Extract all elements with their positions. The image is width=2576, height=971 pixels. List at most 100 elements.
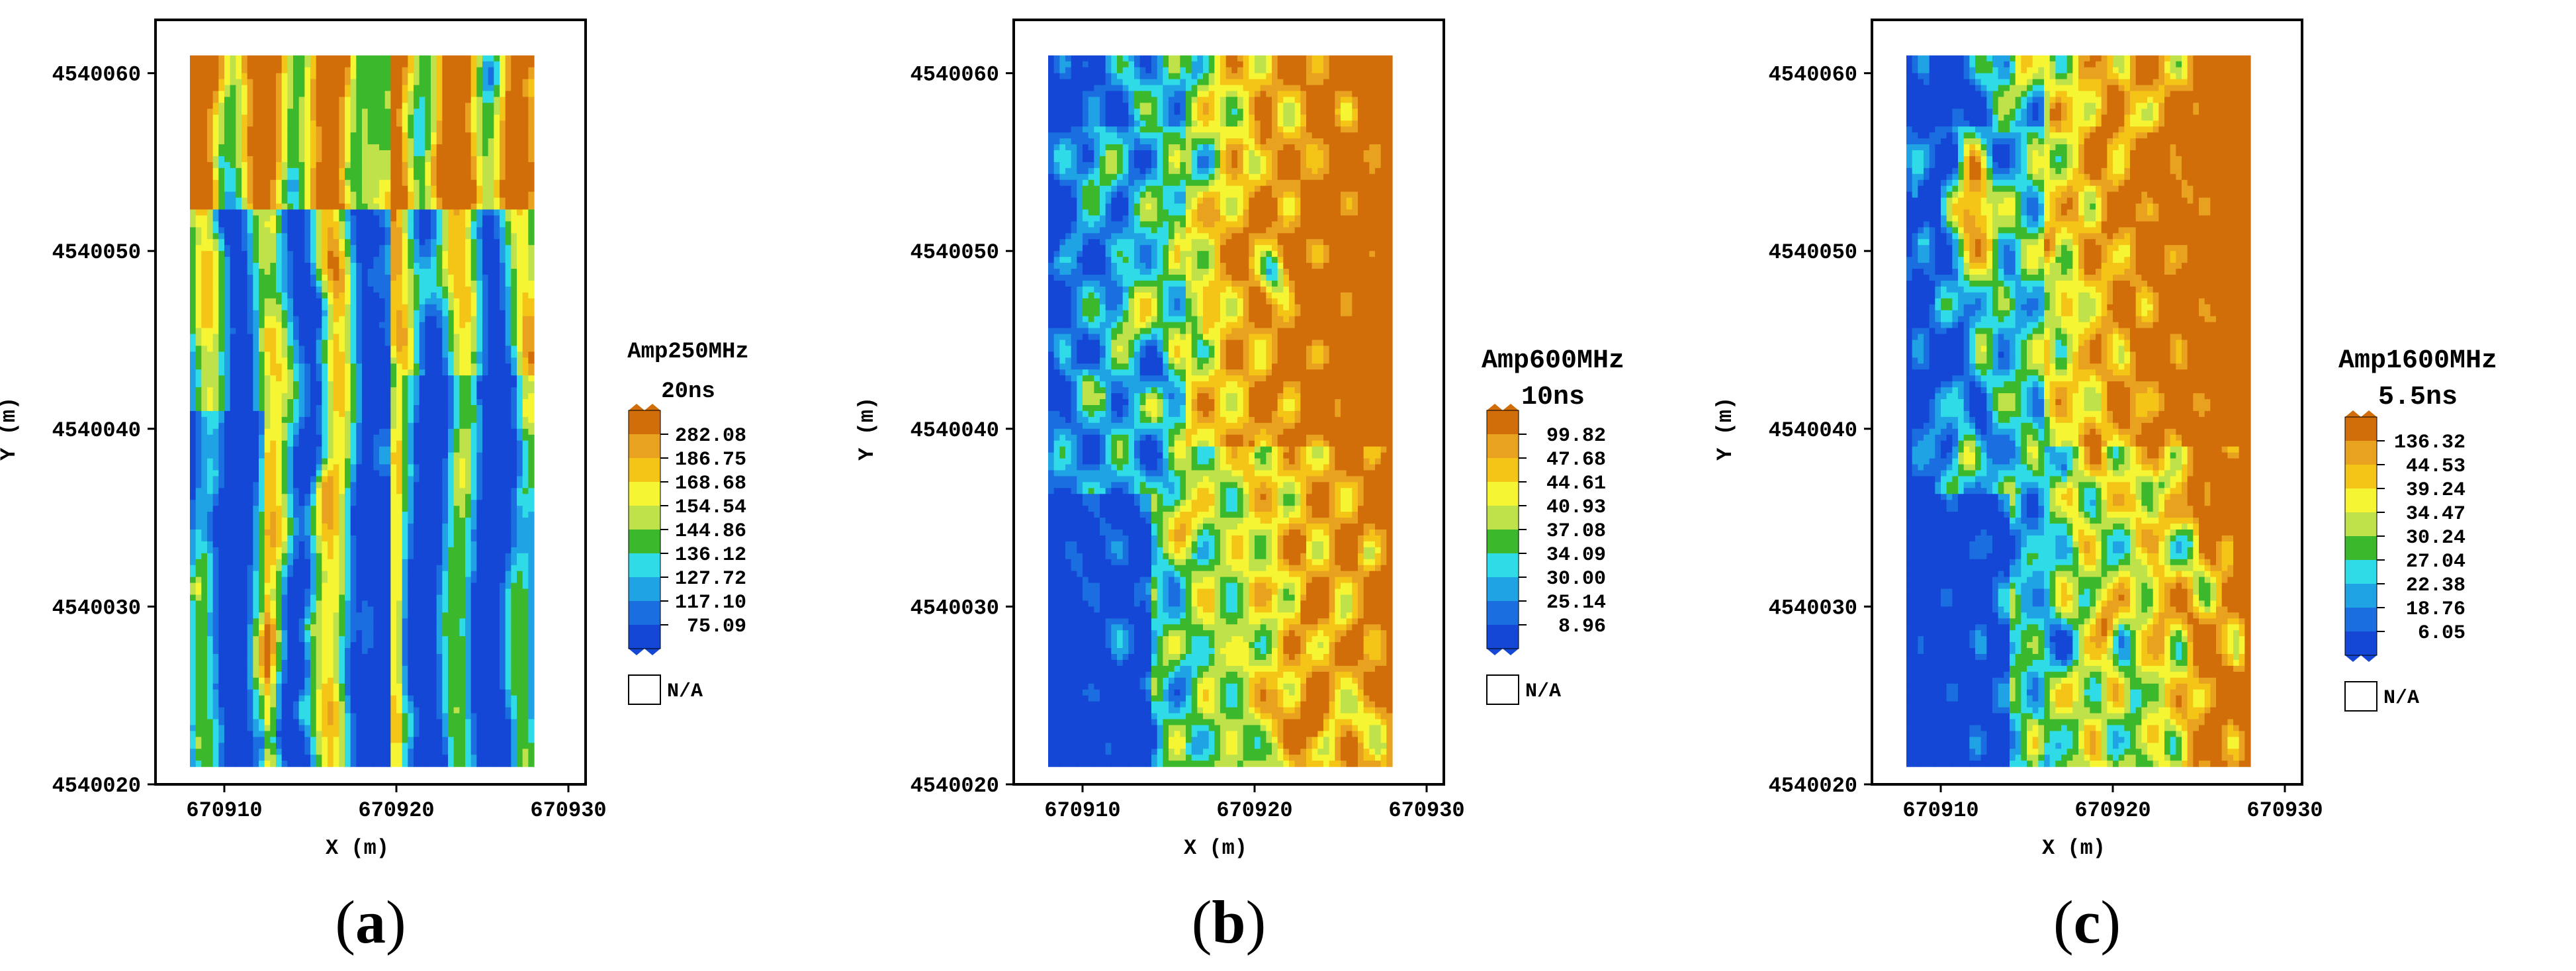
heatmap-cell <box>281 179 288 187</box>
heatmap-cell <box>431 55 437 62</box>
heatmap-cell <box>230 73 236 80</box>
heatmap-cell <box>384 393 391 400</box>
heatmap-cell <box>482 79 489 86</box>
heatmap-cell <box>419 304 425 311</box>
heatmap-cell <box>281 173 288 181</box>
heatmap-cell <box>517 185 523 193</box>
heatmap-cell <box>281 375 288 382</box>
heatmap-cell <box>442 393 449 400</box>
heatmap-cell <box>511 464 517 471</box>
heatmap-cell <box>528 215 535 222</box>
heatmap-cell <box>448 535 455 542</box>
heatmap-cell <box>494 221 500 228</box>
heatmap-cell <box>281 67 288 74</box>
heatmap-cell <box>511 524 517 530</box>
heatmap-cell <box>402 120 408 127</box>
heatmap-cell <box>264 179 271 187</box>
heatmap-cell <box>322 173 328 181</box>
heatmap-cell <box>350 482 357 488</box>
heatmap-cell <box>293 91 300 97</box>
heatmap-cell <box>322 245 328 252</box>
heatmap-cell <box>242 298 248 305</box>
heatmap-cell <box>247 97 253 103</box>
heatmap-cell <box>276 524 283 530</box>
heatmap-cell <box>482 144 489 151</box>
heatmap-cell <box>448 387 455 394</box>
heatmap-cell <box>379 245 386 252</box>
heatmap-cell <box>500 221 506 228</box>
heatmap-cell <box>367 79 374 86</box>
heatmap-cell <box>431 404 437 412</box>
heatmap-cell <box>350 404 357 412</box>
heatmap-cell <box>482 103 489 109</box>
heatmap-cell <box>390 150 397 157</box>
heatmap-cell <box>500 464 506 471</box>
heatmap-cell <box>345 328 351 335</box>
heatmap-cell <box>242 422 248 430</box>
heatmap-cell <box>494 61 500 68</box>
heatmap-cell <box>476 476 483 483</box>
heatmap-cell <box>528 156 535 163</box>
heatmap-cell <box>293 73 300 80</box>
heatmap-cell <box>367 422 374 430</box>
heatmap-cell <box>431 334 437 341</box>
heatmap-cell <box>488 233 494 240</box>
heatmap-cell <box>264 91 271 97</box>
heatmap-cell <box>242 369 248 376</box>
heatmap-cell <box>459 541 466 548</box>
heatmap-cell <box>384 500 391 506</box>
heatmap-cell <box>333 191 339 199</box>
heatmap-cell <box>212 167 219 175</box>
heatmap-cell <box>345 251 351 257</box>
heatmap-cell <box>287 381 294 388</box>
heatmap-cell <box>236 257 242 263</box>
heatmap-cell <box>230 375 236 382</box>
heatmap-cell <box>253 239 259 246</box>
heatmap-cell <box>511 162 517 169</box>
heatmap-cell <box>448 482 455 488</box>
heatmap-cell <box>298 156 305 163</box>
heatmap-cell <box>310 334 317 341</box>
heatmap-cell <box>488 79 494 86</box>
heatmap-cell <box>242 115 248 121</box>
heatmap-cell <box>322 85 328 92</box>
heatmap-cell <box>522 79 529 86</box>
heatmap-cell <box>470 173 477 181</box>
heatmap-cell <box>253 346 259 352</box>
heatmap-cell <box>247 79 253 86</box>
heatmap-cell <box>511 310 517 317</box>
heatmap-cell <box>201 422 208 430</box>
heatmap-cell <box>459 67 466 74</box>
heatmap-cell <box>310 144 317 151</box>
heatmap-cell <box>339 97 345 103</box>
heatmap-cell <box>230 470 236 477</box>
heatmap-cell <box>511 387 517 394</box>
heatmap-cell <box>419 91 425 97</box>
heatmap-cell <box>201 434 208 441</box>
heatmap-cell <box>494 286 500 293</box>
heatmap-cell <box>195 203 202 210</box>
heatmap-cell <box>425 322 431 329</box>
heatmap-cell <box>465 203 472 210</box>
heatmap-cell <box>264 422 271 430</box>
heatmap-cell <box>247 280 253 287</box>
heatmap-cell <box>431 506 437 512</box>
heatmap-cell <box>310 227 317 234</box>
heatmap-cell <box>465 185 472 193</box>
heatmap-cell <box>408 227 414 234</box>
heatmap-cell <box>236 275 242 281</box>
heatmap-cell <box>442 67 449 74</box>
heatmap-cell <box>281 55 288 62</box>
heatmap-cell <box>362 381 369 388</box>
heatmap-cell <box>436 215 443 222</box>
heatmap-cell <box>230 227 236 234</box>
heatmap-cell <box>281 109 288 115</box>
heatmap-cell <box>390 156 397 163</box>
heatmap-cell <box>414 404 420 412</box>
heatmap-cell <box>236 316 242 323</box>
heatmap-cell <box>356 518 363 524</box>
heatmap-cell <box>482 138 489 145</box>
heatmap-cell <box>316 304 322 311</box>
heatmap-cell <box>195 115 202 121</box>
heatmap-cell <box>195 458 202 465</box>
